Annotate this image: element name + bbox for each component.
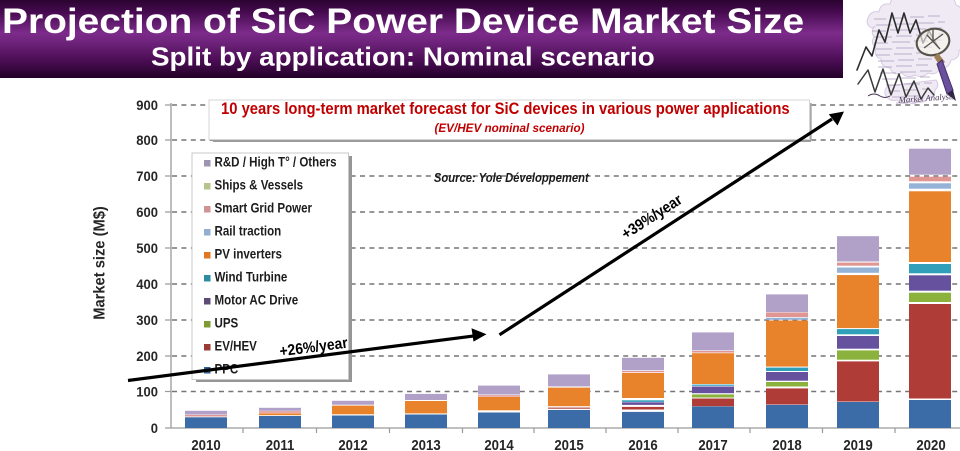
svg-text:PV inverters: PV inverters [215,247,282,262]
svg-text:Rail traction: Rail traction [215,224,282,239]
svg-text:400: 400 [136,277,158,293]
svg-text:700: 700 [136,169,158,185]
svg-text:(EV/HEV nominal scenario): (EV/HEV nominal scenario) [434,122,584,135]
svg-text:2017: 2017 [698,436,727,451]
svg-text:Smart Grid Power: Smart Grid Power [215,201,313,216]
svg-text:Ships & Vessels: Ships & Vessels [215,178,304,193]
svg-text:0: 0 [151,421,158,437]
svg-text:Market size (M$): Market size (M$) [91,206,109,320]
svg-text:EV/HEV: EV/HEV [215,339,258,354]
svg-text:2019: 2019 [843,436,872,451]
svg-text:Wind Turbine: Wind Turbine [215,270,288,285]
svg-text:2011: 2011 [266,436,295,451]
svg-text:2018: 2018 [772,436,801,451]
svg-text:200: 200 [136,349,158,365]
svg-text:Source: Yole Développement: Source: Yole Développement [434,170,590,185]
svg-text:2014: 2014 [484,436,513,451]
svg-text:600: 600 [136,205,158,221]
svg-text:UPS: UPS [215,316,239,331]
svg-text:2016: 2016 [628,436,657,451]
svg-text:2010: 2010 [191,436,220,451]
svg-text:800: 800 [136,133,158,149]
svg-text:500: 500 [136,241,158,257]
svg-text:900: 900 [136,98,158,114]
svg-text:Projection of SiC Power Device: Projection of SiC Power Device Market Si… [2,1,804,41]
svg-text:2015: 2015 [554,436,583,451]
svg-text:Market Analysis: Market Analysis [897,91,955,105]
svg-text:300: 300 [136,313,158,329]
svg-text:Split by application: Nominal: Split by application: Nominal scenario [151,43,655,72]
svg-text:2012: 2012 [338,436,367,451]
svg-text:2020: 2020 [916,436,945,451]
svg-text:100: 100 [136,384,158,400]
svg-text:Motor AC Drive: Motor AC Drive [215,293,299,308]
svg-text:2013: 2013 [411,436,440,451]
svg-text:R&D / High T° / Others: R&D / High T° / Others [215,155,337,170]
svg-text:10 years long-term market fore: 10 years long-term market forecast for S… [221,100,790,118]
